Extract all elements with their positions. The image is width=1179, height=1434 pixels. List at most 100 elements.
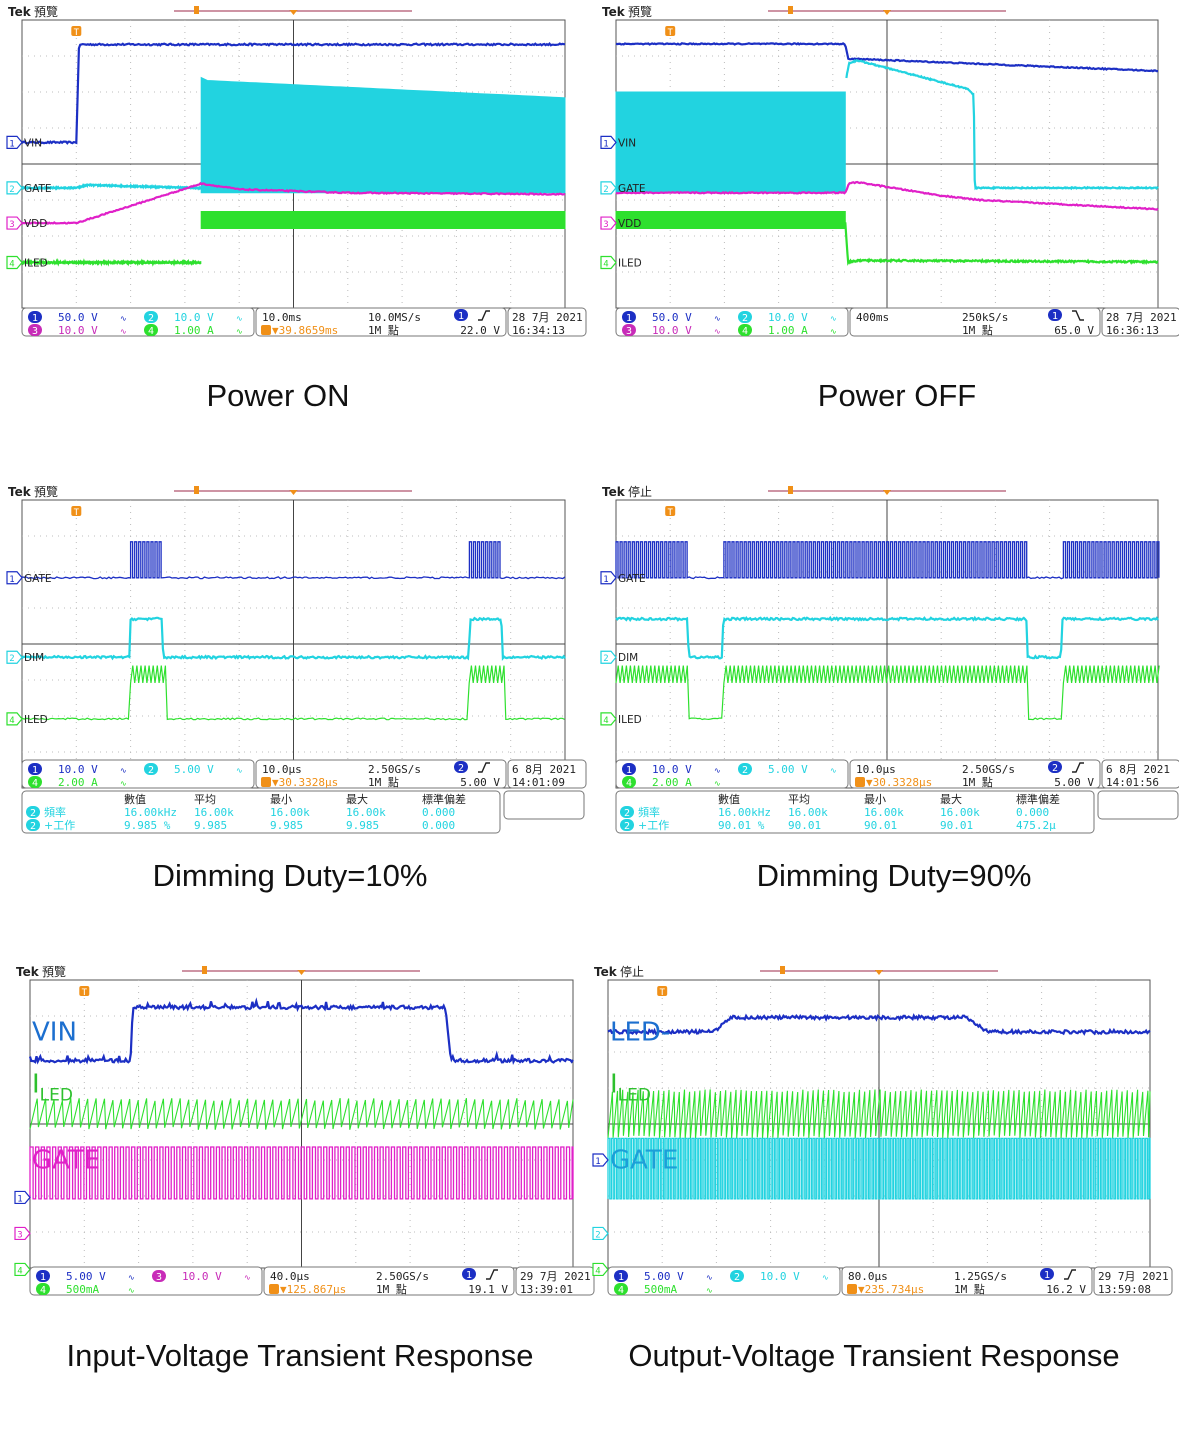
- record-length-value: 1M 點: [954, 1283, 985, 1296]
- trigger-t-letter: T: [82, 988, 88, 998]
- trigger-channel-badge: [1048, 761, 1062, 773]
- trace-iled: [844, 222, 1159, 266]
- date-value: 6 8月 2021: [512, 763, 576, 776]
- channel-marker-num: 1: [603, 575, 608, 585]
- trace-label-0: VIN: [32, 1017, 77, 1047]
- date-value: 29 7月 2021: [520, 1270, 591, 1283]
- measurement-value: 475.2µ: [1016, 819, 1056, 832]
- measurement-value: 16.00k: [788, 806, 828, 819]
- trigger-level-value: 19.1 V: [468, 1283, 508, 1296]
- channel-marker-num: 2: [9, 654, 14, 664]
- bandwidth-icon: ∿: [822, 1273, 829, 1282]
- channel-marker-1: [6, 571, 23, 585]
- channel-label: ILED: [24, 714, 48, 726]
- measurement-header: 標準偏差: [422, 792, 466, 806]
- measurement-value: 90.01: [864, 819, 897, 832]
- delay-t-icon: [855, 777, 865, 787]
- channel-marker-num: 2: [9, 185, 14, 195]
- trace-gate: [29, 1146, 574, 1200]
- sample-rate-value: 2.50GS/s: [376, 1270, 429, 1283]
- trigger-level-value: 65.0 V: [1054, 324, 1094, 337]
- measurement-header: 最小: [864, 793, 886, 806]
- channel-scale-value: 10.0 V: [174, 311, 214, 324]
- channel-1-badge: [28, 311, 42, 323]
- measurement-value: 16.00k: [270, 806, 310, 819]
- channel-marker-num: 1: [17, 1194, 22, 1204]
- trigger-channel-badge-num: 1: [466, 1270, 472, 1281]
- channel-1-badge: [622, 311, 636, 323]
- channel-3-badge-num: 3: [32, 326, 38, 337]
- record-length-value: 1M 點: [368, 324, 399, 337]
- trace-vin: [21, 42, 566, 145]
- scope-panel-5: Tek 停止 T 1 2 4 LED- ILED GATE 1 5.00 V ∿ 2 10.0 V ∿ 4 50…: [592, 964, 1173, 1296]
- measurement-channel-badge: [26, 819, 40, 831]
- channel-scale-value: 10.0 V: [58, 763, 98, 776]
- delay-value: ▼30.3328µs: [272, 776, 338, 789]
- date-value: 29 7月 2021: [1098, 1270, 1169, 1283]
- channel-scale-value: 5.00 V: [174, 763, 214, 776]
- channel-scale-value: 10.0 V: [58, 324, 98, 337]
- trigger-position-icon: [289, 10, 298, 15]
- measurement-channel-badge: [620, 806, 634, 818]
- trace-label-text: GATE: [610, 1146, 678, 1176]
- measurement-value: 0.000: [422, 806, 455, 819]
- trace-iled: [21, 665, 565, 721]
- record-trigger-mark: [202, 966, 207, 974]
- trigger-position-icon: [883, 490, 891, 495]
- delay-value: ▼39.8659ms: [272, 324, 338, 337]
- channel-marker-num: 4: [603, 259, 608, 269]
- caption-power-on: Power ON: [206, 378, 350, 413]
- channel-marker-2: [592, 1226, 609, 1241]
- channel-scale-value: 10.0 V: [652, 324, 692, 337]
- caption-output-transient: Output-Voltage Transient Response: [628, 1338, 1120, 1373]
- channel-scale-value: 500mA: [644, 1283, 677, 1296]
- date-value: 28 7月 2021: [512, 311, 583, 324]
- trace-gate-switching: [200, 76, 566, 194]
- tek-logo: Tek: [8, 5, 32, 19]
- tek-logo: Tek: [594, 965, 618, 979]
- channel-label: GATE: [618, 183, 646, 195]
- scope-panel-3: Tek 停止 T 1 GATE 2 DIM 4 ILED 1 10.0 V ∿ 2 5.00 V ∿ 4 2.0…: [600, 484, 1179, 834]
- channel-label: GATE: [24, 183, 52, 195]
- record-length-value: 1M 點: [376, 1283, 407, 1296]
- acq-status: 預覽: [34, 485, 58, 499]
- bandwidth-icon: ∿: [706, 1286, 713, 1295]
- channel-4-badge: [28, 776, 42, 788]
- bandwidth-icon: ∿: [128, 1273, 135, 1282]
- channel-3-badge: [152, 1270, 166, 1282]
- trace-iled: [29, 1097, 574, 1130]
- trigger-t-letter: T: [667, 508, 673, 518]
- delay-value: ▼30.3328µs: [866, 776, 932, 789]
- channel-3-badge: [622, 324, 636, 336]
- measurement-channel-badge: [620, 819, 634, 831]
- measurement-value: 9.985: [346, 819, 379, 832]
- trigger-position-icon: [297, 970, 306, 975]
- caption-input-transient: Input-Voltage Transient Response: [66, 1338, 534, 1373]
- trace-vin: [615, 42, 1158, 73]
- trace-label-2: GATE: [610, 1146, 678, 1176]
- channel-scale-box: [21, 307, 255, 337]
- channel-scale-value: 2.00 A: [58, 776, 98, 789]
- channel-label: ILED: [24, 257, 48, 269]
- bandwidth-icon: ∿: [830, 766, 837, 775]
- channel-marker-1: [600, 135, 617, 149]
- trace-iled-ripple: [615, 211, 846, 229]
- trigger-level-value: 16.2 V: [1046, 1283, 1086, 1296]
- measurement-header: 最大: [346, 792, 368, 806]
- channel-scale-box: [29, 1266, 263, 1296]
- trace-label-text: LED-: [610, 1017, 670, 1047]
- channel-label: GATE: [618, 573, 646, 585]
- trigger-slope-icon: [1072, 310, 1084, 321]
- channel-4-badge: [622, 776, 636, 788]
- channel-2-badge: [144, 763, 158, 775]
- trace-gate-switching: [615, 91, 846, 194]
- channel-marker-num: 1: [9, 575, 14, 585]
- channel-marker-2: [600, 181, 617, 195]
- trace-iled: [21, 257, 202, 267]
- channel-scale-value: 10.0 V: [760, 1270, 800, 1283]
- channel-marker-2: [600, 650, 617, 664]
- channel-label: ILED: [618, 714, 642, 726]
- channel-marker-4: [600, 255, 617, 270]
- measurement-datetime-box: [1097, 790, 1179, 820]
- channel-scale-value: 10.0 V: [768, 311, 808, 324]
